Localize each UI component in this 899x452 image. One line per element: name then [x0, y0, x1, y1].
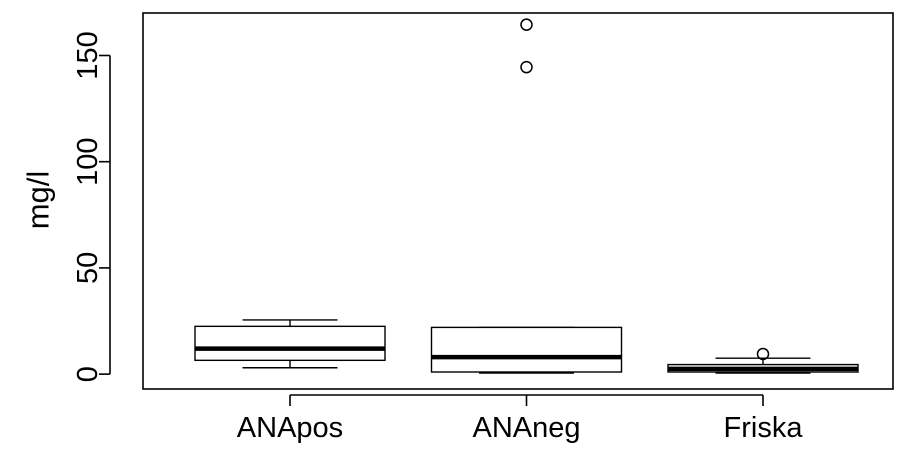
x-tick-label: Friska: [724, 412, 804, 444]
plot-frame: [142, 12, 894, 390]
y-axis: 0 50 100 150: [72, 31, 111, 382]
x-axis: ANApos ANAneg Friska: [237, 394, 804, 444]
outlier-point: [520, 18, 533, 31]
outlier-point: [520, 60, 533, 74]
x-tick-label: ANApos: [237, 412, 343, 444]
box-series: [194, 18, 859, 374]
y-tick-label: 0: [72, 366, 104, 382]
box-Friska: [667, 347, 859, 374]
y-axis-title: mg/l: [21, 171, 56, 230]
x-tick-label: ANAneg: [472, 412, 580, 444]
box-iqr: [194, 325, 386, 362]
box-iqr: [430, 326, 623, 373]
outlier-point: [756, 347, 770, 361]
box-ANApos: [194, 319, 386, 369]
y-tick-label: 50: [72, 252, 104, 284]
y-tick-label: 150: [72, 31, 104, 79]
box-ANAneg: [430, 18, 623, 374]
y-tick-label: 100: [72, 138, 104, 186]
